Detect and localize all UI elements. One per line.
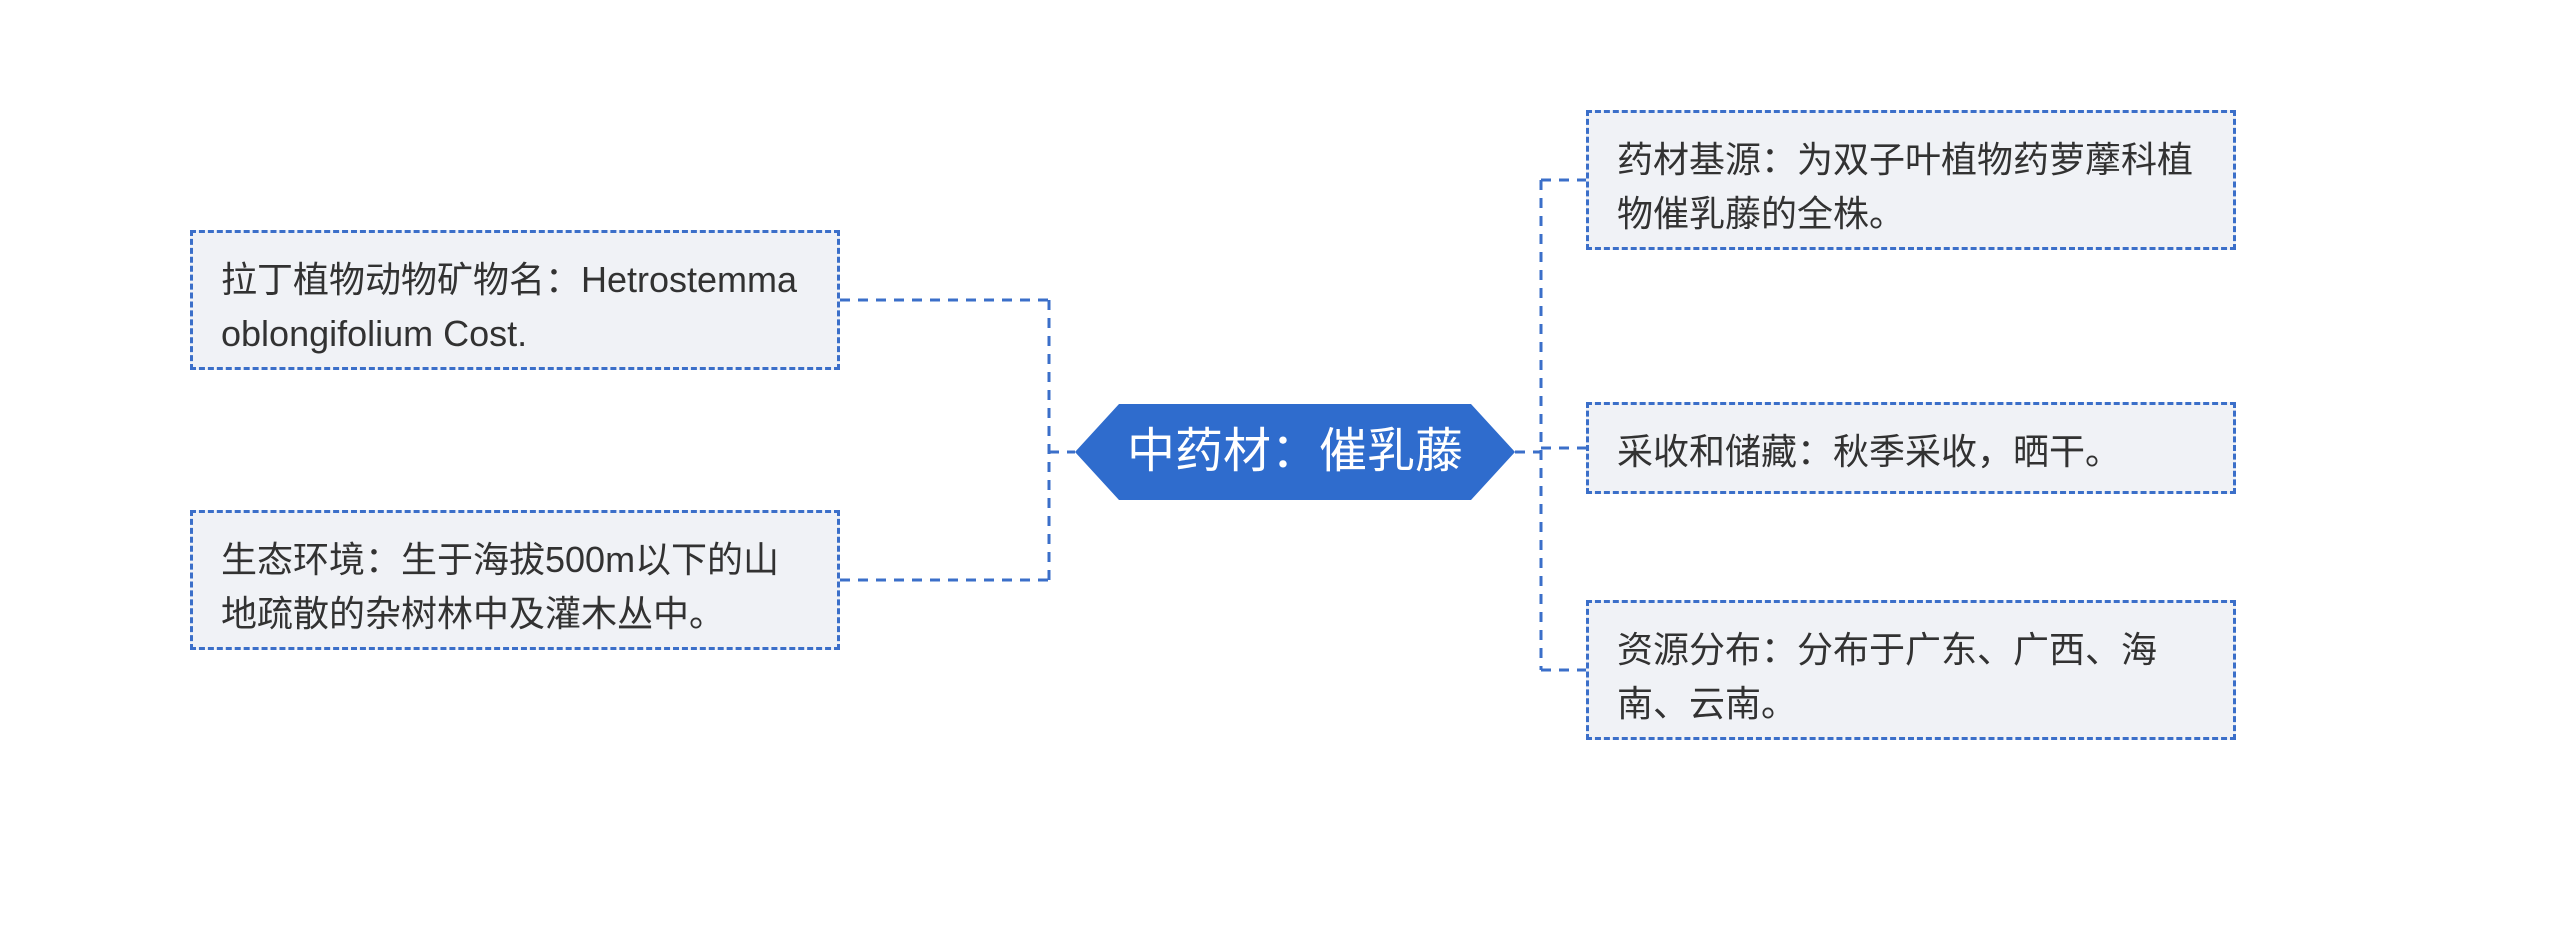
diagram-canvas: 中药材：催乳藤 拉丁植物动物矿物名：Hetrostemma oblongifoli… bbox=[0, 0, 2560, 944]
left-node: 生态环境：生于海拔500m以下的山地疏散的杂树林中及灌木丛中。 bbox=[190, 510, 840, 650]
left-node-label: 拉丁植物动物矿物名：Hetrostemma oblongifolium Cost… bbox=[221, 259, 797, 354]
center-node-label: 中药材：催乳藤 bbox=[1127, 416, 1463, 488]
right-node-label: 采收和储藏：秋季采收，晒干。 bbox=[1617, 431, 2121, 472]
right-node: 药材基源：为双子叶植物药萝藦科植物催乳藤的全株。 bbox=[1586, 110, 2236, 250]
right-node-label: 药材基源：为双子叶植物药萝藦科植物催乳藤的全株。 bbox=[1617, 139, 2193, 234]
center-node: 中药材：催乳藤 bbox=[1075, 404, 1515, 500]
right-node: 资源分布：分布于广东、广西、海南、云南。 bbox=[1586, 600, 2236, 740]
left-node: 拉丁植物动物矿物名：Hetrostemma oblongifolium Cost… bbox=[190, 230, 840, 370]
left-node-label: 生态环境：生于海拔500m以下的山地疏散的杂树林中及灌木丛中。 bbox=[221, 539, 779, 634]
right-node-label: 资源分布：分布于广东、广西、海南、云南。 bbox=[1617, 629, 2157, 724]
right-node: 采收和储藏：秋季采收，晒干。 bbox=[1586, 402, 2236, 494]
